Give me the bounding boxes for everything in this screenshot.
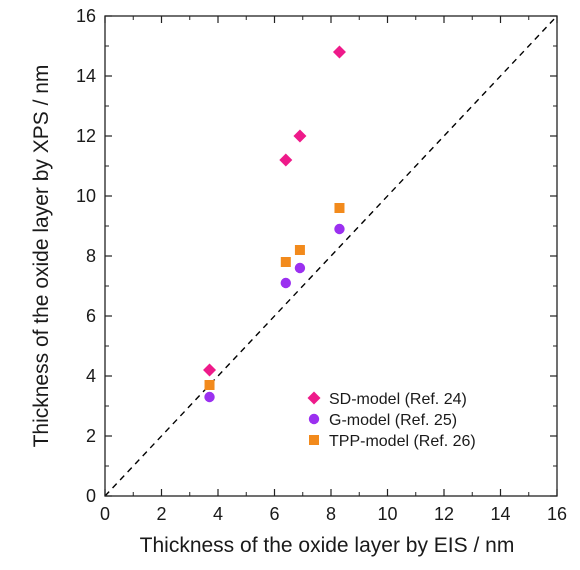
data-point-square <box>334 203 345 213</box>
y-tick-label: 12 <box>76 126 96 146</box>
y-tick-label: 0 <box>86 486 96 506</box>
x-tick-label: 14 <box>490 504 510 524</box>
x-tick-label: 2 <box>156 504 166 524</box>
data-point-square <box>204 380 215 390</box>
data-point-circle <box>294 262 306 274</box>
y-tick-label: 6 <box>86 306 96 326</box>
x-tick-label: 16 <box>547 504 567 524</box>
x-tick-label: 10 <box>377 504 397 524</box>
data-point-circle <box>334 223 345 235</box>
data-point-square <box>280 257 291 267</box>
data-point-diamond <box>293 129 307 143</box>
x-tick-label: 8 <box>326 504 336 524</box>
y-tick-label: 10 <box>76 186 96 206</box>
x-axis-label: Thickness of the oxide layer by EIS / nm <box>140 534 515 557</box>
legend-marker-square <box>309 435 319 445</box>
data-point-circle <box>280 277 291 289</box>
legend-label: SD-model (Ref. 24) <box>329 391 467 408</box>
y-axis-label: Thickness of the oxide layer by XPS / nm <box>30 65 53 448</box>
data-point-diamond <box>332 45 346 59</box>
legend-marker-diamond <box>307 391 321 405</box>
legend-marker-circle <box>308 413 320 425</box>
x-tick-label: 12 <box>434 504 454 524</box>
plot-area: 0 2 4 6 8 10 12 14 16 0 2 4 6 8 10 12 14 16 SD-model (Ref.… <box>76 6 567 524</box>
y-tick-label: 2 <box>86 426 96 446</box>
data-point-diamond <box>203 363 217 377</box>
x-tick-label: 6 <box>269 504 279 524</box>
y-tick-label: 8 <box>86 246 96 266</box>
y-tick-label: 16 <box>76 6 96 26</box>
y-tick-label: 14 <box>76 66 96 86</box>
legend-label: TPP-model (Ref. 26) <box>329 433 476 450</box>
data-point-circle <box>204 391 215 403</box>
x-tick-label: 0 <box>100 504 110 524</box>
y-tick-label: 4 <box>86 366 96 386</box>
data-point-diamond <box>279 153 293 167</box>
x-tick-label: 4 <box>213 504 223 524</box>
legend-label: G-model (Ref. 25) <box>329 412 457 429</box>
legend: SD-model (Ref. 24) G-model (Ref. 25) TPP-m… <box>307 391 476 450</box>
data-point-square <box>294 245 305 255</box>
